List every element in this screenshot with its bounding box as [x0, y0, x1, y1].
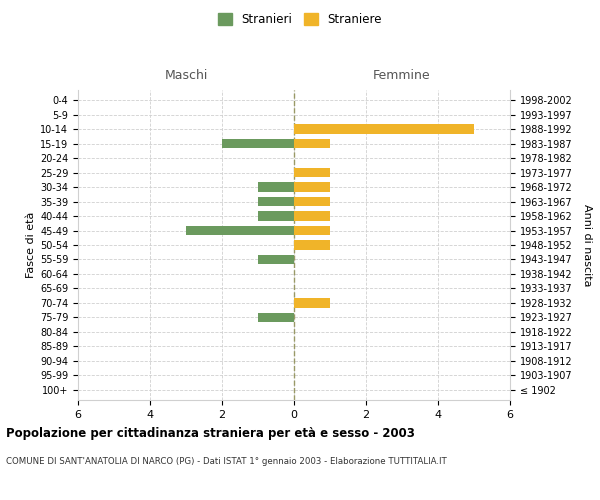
Bar: [294, 298, 330, 308]
Bar: [294, 182, 330, 192]
Bar: [294, 124, 474, 134]
Legend: Stranieri, Straniere: Stranieri, Straniere: [213, 8, 387, 31]
Y-axis label: Anni di nascita: Anni di nascita: [582, 204, 592, 286]
Bar: [258, 255, 294, 264]
Bar: [294, 240, 330, 250]
Bar: [294, 197, 330, 206]
Text: COMUNE DI SANT'ANATOLIA DI NARCO (PG) - Dati ISTAT 1° gennaio 2003 - Elaborazion: COMUNE DI SANT'ANATOLIA DI NARCO (PG) - …: [6, 458, 447, 466]
Bar: [222, 139, 294, 148]
Bar: [258, 212, 294, 220]
Text: Femmine: Femmine: [373, 70, 431, 82]
Bar: [186, 226, 294, 235]
Text: Popolazione per cittadinanza straniera per età e sesso - 2003: Popolazione per cittadinanza straniera p…: [6, 428, 415, 440]
Y-axis label: Fasce di età: Fasce di età: [26, 212, 36, 278]
Bar: [294, 226, 330, 235]
Text: Maschi: Maschi: [164, 70, 208, 82]
Bar: [258, 197, 294, 206]
Bar: [258, 182, 294, 192]
Bar: [294, 168, 330, 177]
Bar: [258, 312, 294, 322]
Bar: [294, 139, 330, 148]
Bar: [294, 212, 330, 220]
